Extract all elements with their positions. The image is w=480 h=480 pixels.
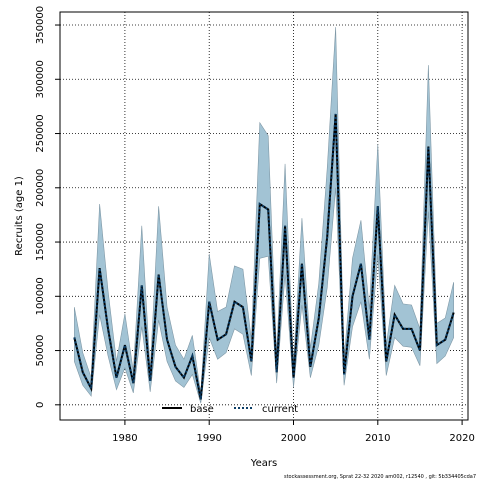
footer-note: stockassessment.org, Sprat 22-32 2020 am… — [284, 474, 476, 480]
y-tick-label: 300000 — [35, 60, 46, 98]
y-axis-title: Recruits (age 1) — [14, 176, 25, 256]
x-tick-label: 2020 — [449, 433, 474, 444]
legend-label-current: current — [262, 404, 298, 415]
x-tick-label: 1980 — [112, 433, 137, 444]
x-axis-title: Years — [250, 458, 277, 469]
x-tick-label: 1990 — [196, 433, 221, 444]
y-tick-label: 150000 — [35, 223, 46, 261]
x-axis: 1980 1990 2000 2010 2020 — [112, 420, 475, 444]
y-tick-label: 350000 — [35, 6, 46, 44]
confidence-band — [74, 27, 454, 404]
plot-frame — [59, 11, 469, 421]
y-tick-label: 50000 — [35, 335, 46, 367]
series-line-base — [73, 113, 455, 400]
y-axis: 0 50000 100000 150000 200000 250000 300000 3500… — [35, 6, 60, 408]
legend-label-base: base — [190, 404, 214, 415]
x-tick-label: 2010 — [365, 433, 390, 444]
y-tick-label: 100000 — [35, 277, 46, 315]
y-tick-label: 0 — [35, 402, 46, 408]
y-tick-label: 250000 — [35, 114, 46, 152]
y-tick-label: 200000 — [35, 169, 46, 207]
x-tick-label: 2000 — [281, 433, 306, 444]
legend: base current — [162, 404, 298, 415]
